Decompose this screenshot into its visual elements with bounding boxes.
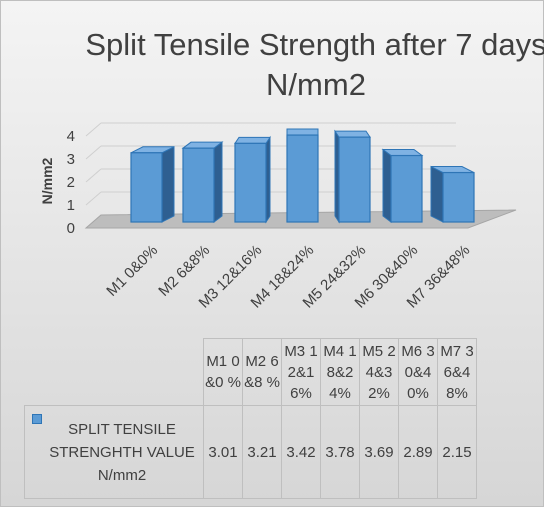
bar-side bbox=[382, 148, 392, 223]
bar-side bbox=[265, 135, 271, 224]
y-tick-label: 2 bbox=[67, 174, 75, 191]
gridline-side bbox=[85, 122, 102, 137]
table-value-cell: 2.89 bbox=[398, 405, 438, 499]
bar-side bbox=[334, 129, 340, 224]
table-data-row: SPLIT TENSILE STRENGHTH VALUE N/mm2 3.01… bbox=[24, 405, 477, 499]
gridline-side bbox=[85, 145, 102, 160]
bar bbox=[234, 142, 267, 223]
y-tick-label: 0 bbox=[67, 220, 75, 237]
y-tick-label: 1 bbox=[67, 197, 75, 214]
table-value-cell: 2.15 bbox=[437, 405, 477, 499]
table-header-cell: M7 36&4 8% bbox=[437, 338, 477, 406]
table-corner-cell bbox=[24, 338, 204, 406]
bar bbox=[338, 136, 371, 223]
bar bbox=[442, 171, 475, 223]
y-axis-title: N/mm2 bbox=[39, 157, 55, 205]
table-header-cell: M5 24&3 2% bbox=[359, 338, 399, 406]
chart-title: Split Tensile Strength after 7 days N/mm… bbox=[85, 27, 544, 102]
table-value-cell: 3.01 bbox=[203, 405, 243, 499]
bar bbox=[130, 152, 163, 223]
table-header-row: M1 0&0 % M2 6&8 % M3 12&1 6% M4 18&2 4% … bbox=[24, 338, 477, 406]
x-tick-label: M1 0&0% bbox=[103, 242, 161, 300]
table-header-cell: M4 18&2 4% bbox=[320, 338, 360, 406]
table-header-cell: M6 30&4 0% bbox=[398, 338, 438, 406]
bar bbox=[390, 154, 423, 223]
bar bbox=[286, 134, 319, 223]
table-value-cell: 3.42 bbox=[281, 405, 321, 499]
bar-top bbox=[234, 136, 271, 144]
table-header-cell: M2 6&8 % bbox=[242, 338, 282, 406]
bar-side bbox=[213, 141, 223, 223]
bar-side bbox=[430, 165, 444, 223]
legend-swatch bbox=[32, 414, 42, 424]
table-header-cell: M3 12&1 6% bbox=[281, 338, 321, 406]
y-tick-label: 4 bbox=[67, 128, 75, 145]
bar-side bbox=[161, 145, 175, 223]
bar bbox=[182, 147, 215, 223]
bar-top bbox=[286, 128, 319, 136]
table-value-cell: 3.21 bbox=[242, 405, 282, 499]
data-table: M1 0&0 % M2 6&8 % M3 12&1 6% M4 18&2 4% … bbox=[24, 338, 477, 499]
table-value-cell: 3.78 bbox=[320, 405, 360, 499]
table-value-cell: 3.69 bbox=[359, 405, 399, 499]
legend-label: SPLIT TENSILE STRENGHTH VALUE N/mm2 bbox=[49, 420, 195, 484]
y-tick-label: 3 bbox=[67, 151, 75, 168]
gridline-side bbox=[85, 191, 102, 206]
bar-top bbox=[334, 130, 371, 138]
gridline-side bbox=[85, 168, 102, 183]
legend-entry: SPLIT TENSILE STRENGHTH VALUE N/mm2 bbox=[24, 405, 204, 499]
table-header-cell: M1 0&0 % bbox=[203, 338, 243, 406]
